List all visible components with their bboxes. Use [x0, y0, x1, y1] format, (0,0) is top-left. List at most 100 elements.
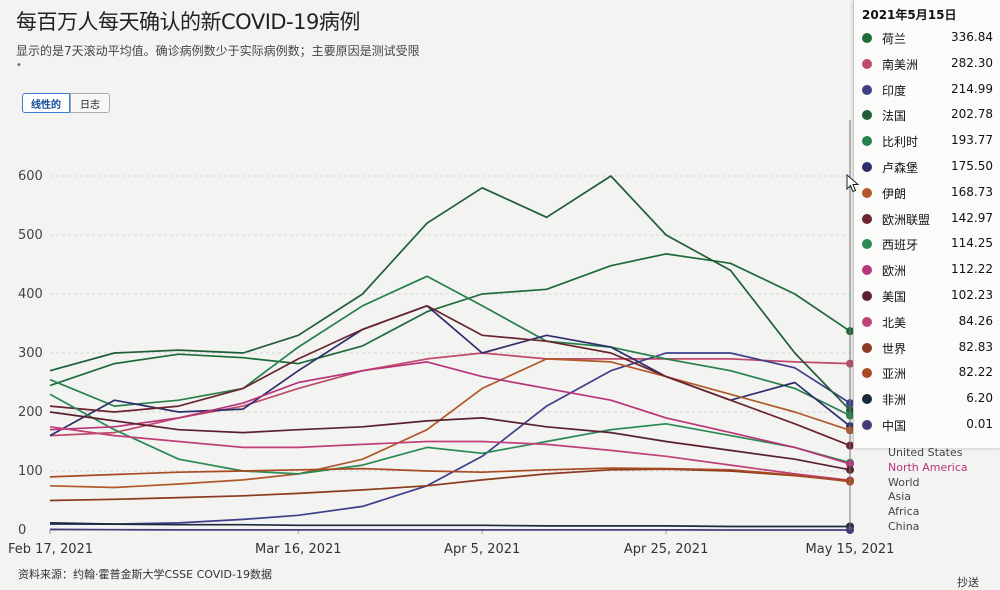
tooltip-row: 世界 82.83 [854, 338, 1000, 358]
series-end-label: China [888, 520, 919, 533]
series-line [49, 304, 851, 447]
tooltip-series-value: 114.25 [951, 236, 993, 251]
tooltip-series-value: 0.01 [966, 417, 993, 431]
tooltip-series-name: 比利时 [882, 135, 919, 150]
tooltip-series-value: 175.50 [951, 159, 993, 173]
tooltip-row: 伊朗 168.73 [854, 183, 1000, 203]
tooltip-series-name: 西班牙 [882, 238, 919, 253]
tooltip-series-value: 214.99 [951, 81, 993, 96]
tooltip-row: 荷兰 336.84 [854, 28, 1000, 48]
y-tick-label: 600 [18, 169, 43, 184]
source-note: 资料来源：约翰·霍普金斯大学CSSE COVID-19数据 [18, 568, 272, 581]
series-line [49, 358, 851, 489]
tooltip-series-name: 伊朗 [882, 186, 907, 201]
series-line [49, 467, 851, 483]
series-dot-icon [862, 58, 872, 69]
tooltip-row: 欧洲联盟 142.97 [854, 209, 1000, 229]
series-dot-icon [862, 33, 872, 43]
tooltip-series-name: 南美洲 [882, 57, 919, 72]
chart-title: 每百万人每天确认的新COVID-19病例 [16, 10, 360, 34]
series-end-label: World [888, 476, 920, 489]
tooltip-row: 北美 84.26 [854, 312, 1000, 332]
tooltip-row: 非洲 6.20 [854, 389, 1000, 409]
y-tick-label: 500 [18, 228, 43, 243]
series-dot-icon [862, 187, 872, 198]
series-dot-icon [862, 136, 872, 147]
series-line [49, 411, 851, 471]
series-end-label: Asia [888, 490, 911, 503]
tooltip-series-value: 336.84 [951, 30, 993, 44]
series-dot-icon [862, 291, 872, 301]
series-dot-icon [862, 342, 872, 353]
tooltip-row: 中国 0.01 [854, 415, 1000, 435]
y-tick-label: 100 [18, 464, 43, 479]
y-tick-label: 0 [18, 523, 26, 538]
tooltip-series-value: 168.73 [951, 184, 993, 199]
series-line [49, 275, 851, 417]
tooltip-series-name: 世界 [882, 341, 907, 356]
y-tick-label: 300 [18, 346, 43, 361]
series-dot-icon [862, 394, 872, 405]
tooltip-row: 法国 202.78 [854, 105, 1000, 125]
tooltip-series-value: 282.30 [951, 55, 993, 70]
tooltip-row: 美国 102.23 [854, 286, 1000, 306]
tooltip-row: 西班牙 114.25 [854, 234, 1000, 254]
x-tick-label: May 15, 2021 [806, 542, 895, 557]
series-end-label: United States [888, 446, 963, 459]
tooltip-series-value: 202.78 [951, 107, 993, 122]
series-line [49, 468, 851, 502]
series-dot-icon [862, 239, 872, 250]
series-line [49, 175, 851, 411]
x-tick-label: Feb 17, 2021 [8, 542, 93, 557]
tooltip-panel: 2021年5月15日 荷兰 336.84 南美洲 282.30 印度 214.99 法国 20… [853, 0, 1000, 448]
series-line [49, 425, 851, 482]
tooltip-series-value: 84.26 [958, 313, 993, 328]
tooltip-series-value: 82.22 [958, 365, 993, 380]
series-line [49, 361, 851, 465]
series-dot-icon [862, 162, 872, 172]
tooltip-series-name: 亚洲 [882, 367, 907, 382]
series-dot-icon [862, 420, 872, 430]
chart-subtitle: 显示的是7天滚动平均值。确诊病例数少于实际病例数；主要原因是测试受限 [16, 44, 420, 58]
x-tick-label: Apr 25, 2021 [624, 542, 709, 557]
tooltip-series-name: 欧洲联盟 [882, 212, 931, 227]
tooltip-series-name: 荷兰 [882, 32, 907, 46]
tooltip-date: 2021年5月15日 [862, 8, 957, 22]
tooltip-series-name: 北美 [882, 315, 907, 330]
y-tick-label: 200 [18, 405, 43, 420]
tooltip-series-name: 法国 [882, 109, 907, 124]
tooltip-series-value: 6.20 [966, 391, 993, 406]
x-tick-label: Apr 5, 2021 [444, 542, 520, 557]
subtitle-marker: • [16, 60, 22, 71]
series-end-label: Africa [888, 505, 919, 518]
tooltip-row: 亚洲 82.22 [854, 363, 1000, 383]
series-dot-icon [862, 316, 872, 327]
series-line [49, 393, 851, 475]
tooltip-series-value: 193.77 [951, 133, 993, 148]
mouse-cursor-icon [846, 174, 860, 193]
series-end-label: North America [888, 461, 968, 474]
series-dot-icon [862, 213, 872, 224]
tooltip-row: 卢森堡 175.50 [854, 157, 1000, 177]
series-dot-icon [862, 368, 872, 379]
tooltip-series-value: 82.83 [958, 339, 993, 354]
tooltip-row: 印度 214.99 [854, 80, 1000, 100]
x-tick-label: Mar 16, 2021 [255, 542, 342, 557]
tooltip-series-name: 非洲 [882, 393, 907, 408]
tooltip-series-value: 112.22 [951, 262, 993, 277]
series-dot-icon [862, 265, 872, 276]
tooltip-series-name: 美国 [882, 290, 907, 304]
share-link[interactable]: 抄送 [957, 576, 979, 589]
series-line [49, 253, 851, 387]
series-line [49, 522, 850, 528]
tooltip-series-value: 142.97 [951, 210, 993, 225]
series-dot-icon [862, 84, 872, 95]
tooltip-series-value: 102.23 [951, 288, 993, 302]
log-scale-button[interactable]: 日志 [70, 93, 110, 113]
series-line [49, 528, 850, 531]
series-dot-icon [862, 110, 872, 121]
linear-scale-button[interactable]: 线性的 [22, 93, 70, 113]
tooltip-row: 欧洲 112.22 [854, 260, 1000, 280]
tooltip-row: 南美洲 282.30 [854, 54, 1000, 74]
